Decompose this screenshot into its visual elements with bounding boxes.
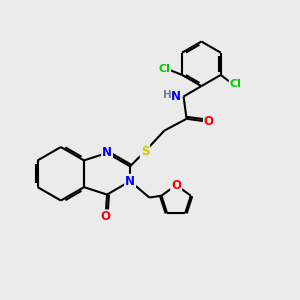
- Text: O: O: [100, 210, 110, 224]
- Text: S: S: [141, 145, 149, 158]
- Text: N: N: [171, 90, 181, 103]
- Text: N: N: [102, 146, 112, 160]
- Text: Cl: Cl: [230, 79, 242, 89]
- Text: O: O: [204, 115, 214, 128]
- Text: Cl: Cl: [158, 64, 170, 74]
- Text: N: N: [125, 175, 135, 188]
- Text: H: H: [163, 90, 172, 100]
- Text: O: O: [171, 178, 181, 192]
